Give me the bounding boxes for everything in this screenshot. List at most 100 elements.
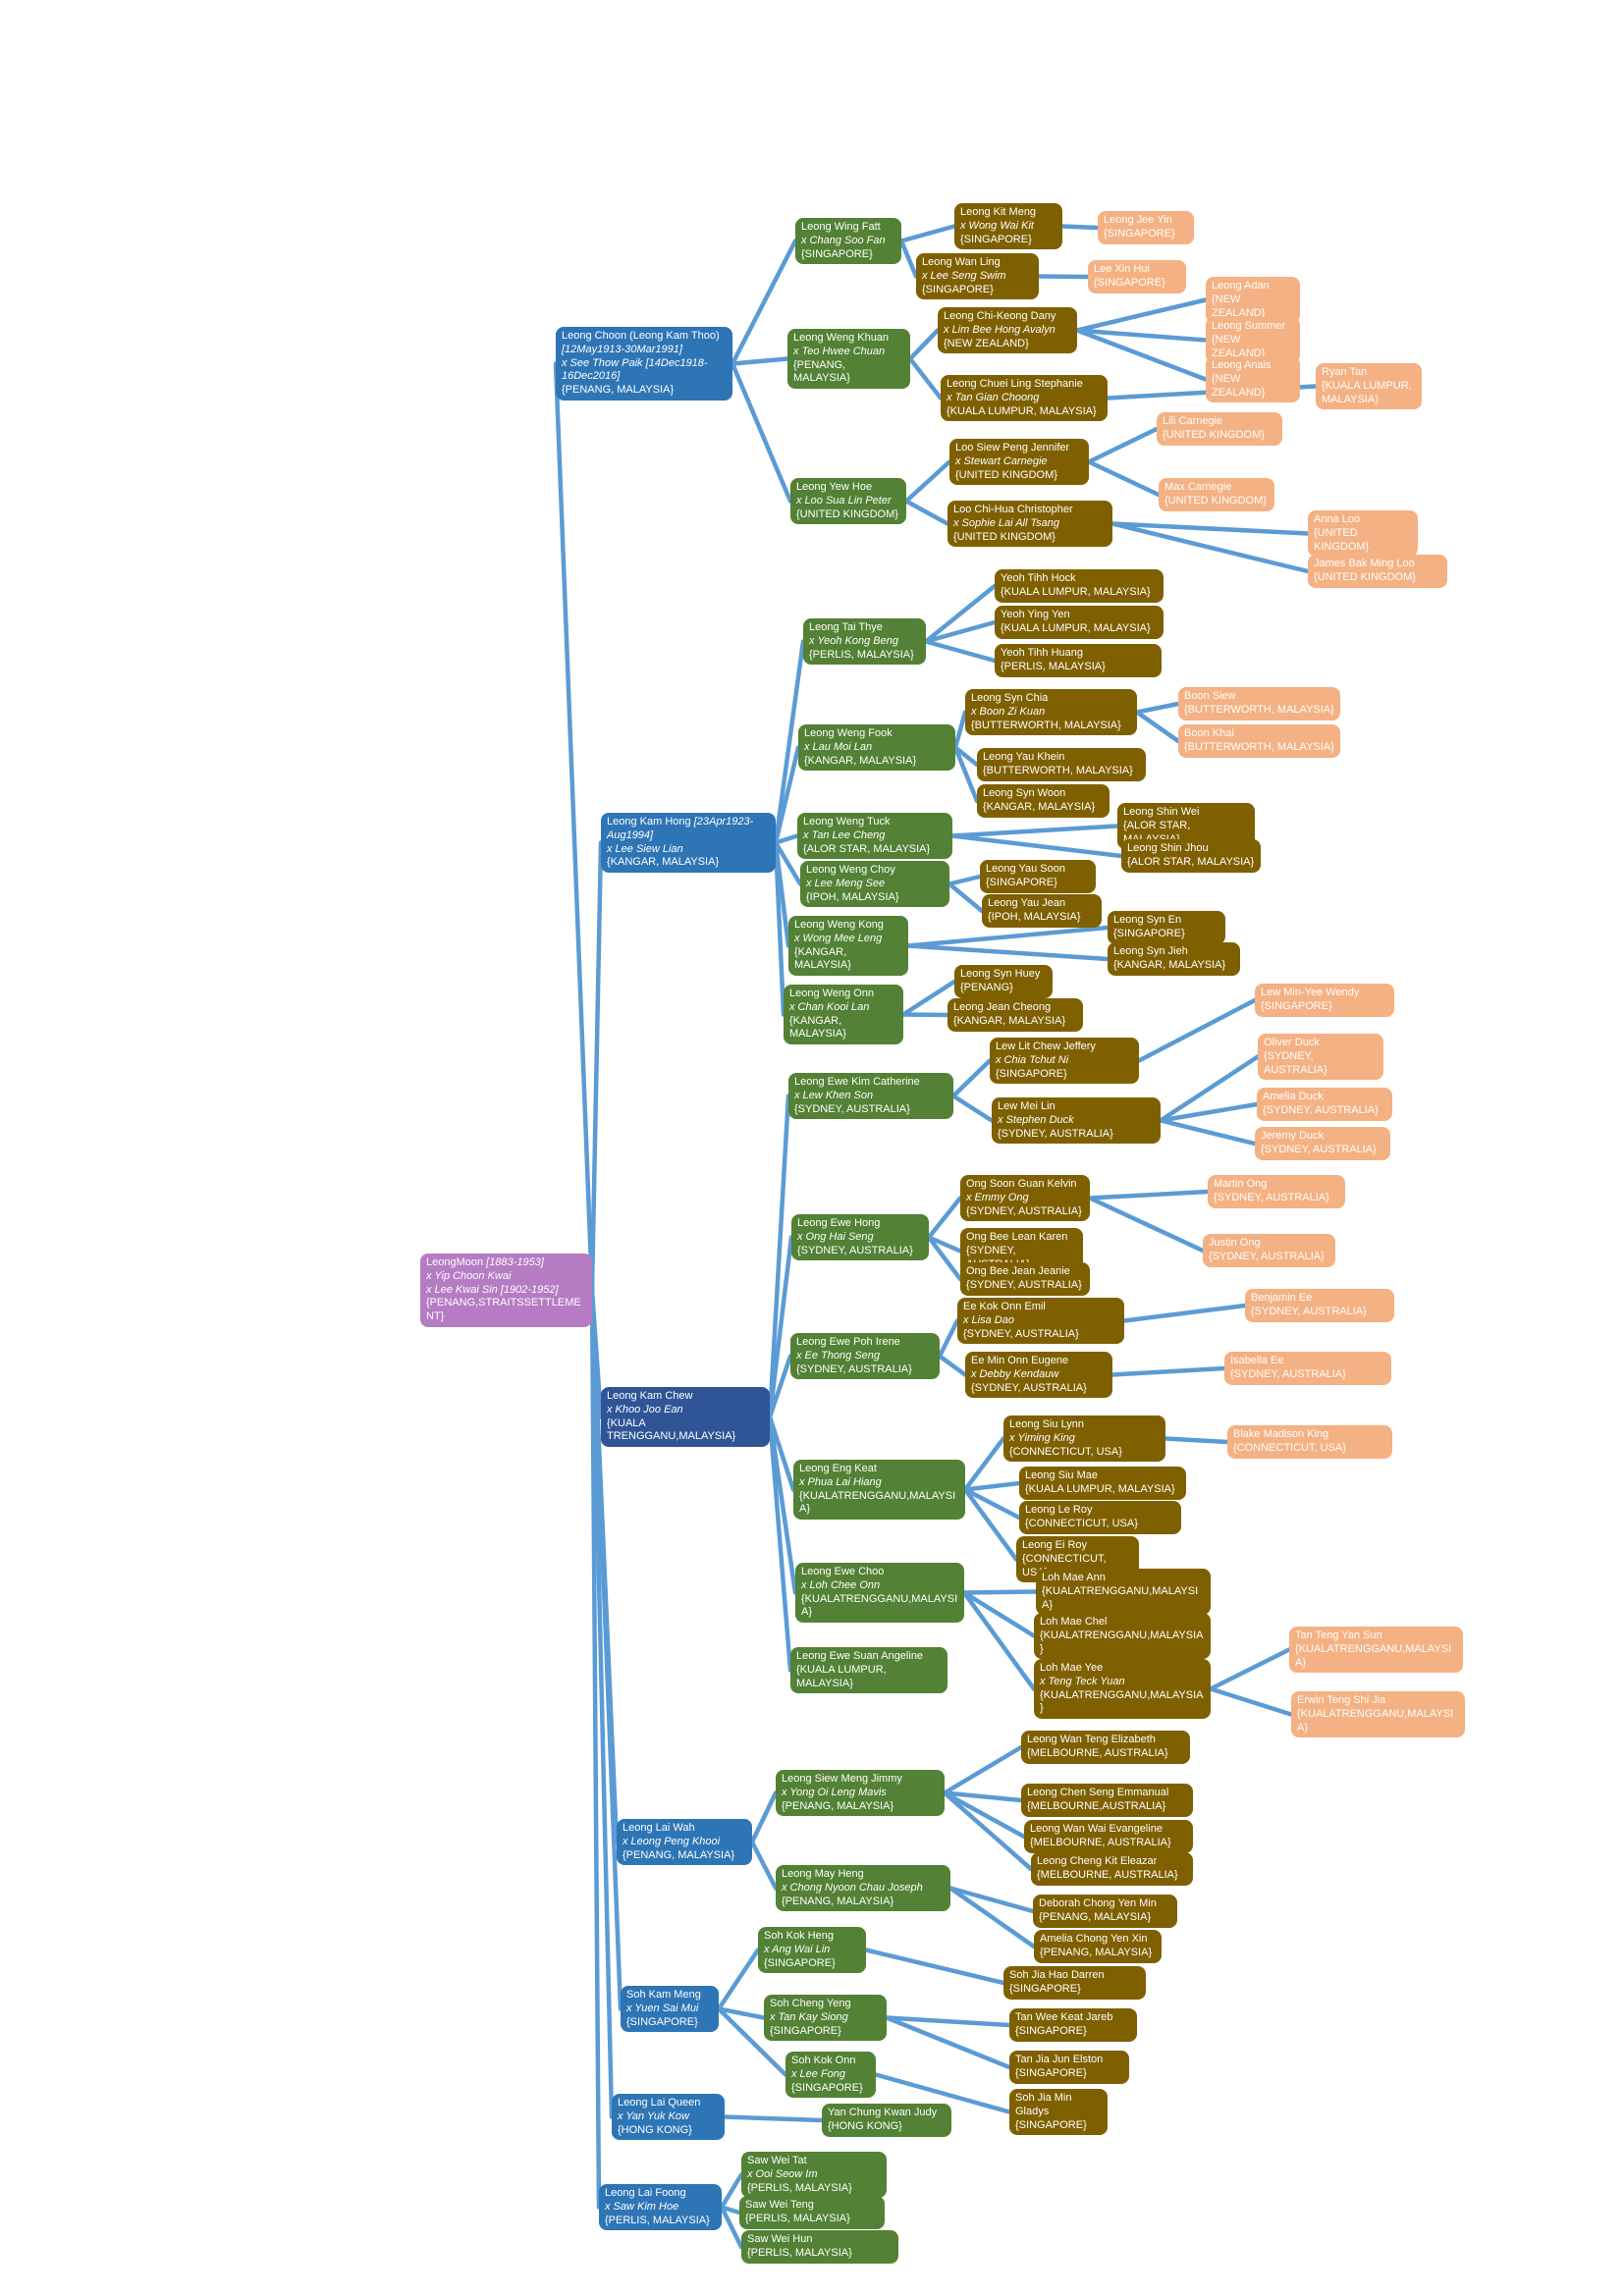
person-node-emil[interactable]: Ee Kok Onn Emil x Lisa Dao {SYDNEY, AUSTRA… [957,1298,1124,1345]
person-node-deborah[interactable]: Deborah Chong Yen Min {PENANG, MALAYSIA} [1033,1895,1177,1928]
person-node-chikeong[interactable]: Leong Chi-Keong Dany x Lim Bee Hong Avaly… [938,307,1077,354]
person-node-blake[interactable]: Blake Madison King {CONNECTICUT, USA} [1227,1425,1392,1459]
person-node-lohann[interactable]: Loh Mae Ann {KUALATRENGGANU,MALAYSIA} [1036,1569,1211,1616]
person-node-eugene[interactable]: Ee Min Onn Eugene x Debby Kendauw {SYDNEY,… [965,1352,1112,1399]
person-node-lili[interactable]: Lili Carnegie {UNITED KINGDOM} [1157,412,1282,446]
person-node-mayheng[interactable]: Leong May Heng x Chong Nyoon Chau Joseph{… [776,1865,950,1912]
person-name: Leong Syn Woon [983,787,1066,799]
person-node-ewechoo[interactable]: Leong Ewe Choo x Loh Chee Onn {KUALATRENGG… [795,1563,964,1623]
person-node-sawweitat[interactable]: Saw Wei Tat x Ooi Seow Im {PERLIS, MALAYSI… [741,2152,887,2199]
person-node-moon[interactable]: LeongMoon [1883-1953] x Yip Choon Kwai x L… [420,1254,592,1327]
person-node-summer[interactable]: Leong Summer {NEW ZEALAND} [1206,317,1300,364]
person-node-christopher[interactable]: Loo Chi-Hua Christopher x Sophie Lai All … [947,501,1112,548]
person-node-kamhong[interactable]: Leong Kam Hong [23Apr1923-Aug1994] x Lee … [601,813,776,873]
person-node-ewehong[interactable]: Leong Ewe Hong x Ong Hai Seng {SYDNEY, AUS… [791,1214,929,1261]
person-node-benjamin[interactable]: Benjamin Ee {SYDNEY, AUSTRALIA} [1245,1289,1394,1322]
person-node-laiwah[interactable]: Leong Lai Wah x Leong Peng Khooi {PENANG, … [617,1819,752,1866]
person-node-meilin[interactable]: Lew Mei Lin x Stephen Duck {SYDNEY, AUSTRA… [992,1097,1161,1145]
person-node-judy[interactable]: Yan Chung Kwan Judy {HONG KONG} [822,2104,951,2137]
person-node-ameliaduck[interactable]: Amelia Duck {SYDNEY, AUSTRALIA} [1257,1088,1392,1121]
person-node-jeancheong[interactable]: Leong Jean Cheong {KANGAR, MALAYSIA} [947,998,1083,1032]
person-node-boonsiew[interactable]: Boon Siew {BUTTERWORTH, MALAYSIA} [1178,687,1340,721]
person-node-wengchoy[interactable]: Leong Weng Choy x Lee Meng See {IPOH, MALA… [800,861,949,908]
person-node-annaloo[interactable]: Anna Loo {UNITED KINGDOM} [1308,510,1418,558]
person-node-siulynn[interactable]: Leong Siu Lynn x Yiming King {CONNECTICUT,… [1003,1415,1165,1463]
person-node-xinhui[interactable]: Lee Xin Hui {SINGAPORE} [1088,260,1186,294]
person-node-ewesuan[interactable]: Leong Ewe Suan Angeline {KUALA LUMPUR, MA… [790,1647,947,1694]
person-name: Leong Weng Khuan [793,332,890,344]
person-node-taithye[interactable]: Leong Tai Thye x Yeoh Kong Beng {PERLIS, M… [803,618,926,666]
person-node-yeohhock[interactable]: Yeoh Tihh Hock {KUALA LUMPUR, MALAYSIA} [995,569,1164,603]
person-node-gladys[interactable]: Soh Jia Min Gladys {SINGAPORE} [1009,2089,1108,2136]
person-node-tanteng[interactable]: Tan Teng Yan Sun {KUALATRENGGANU,MALAYSIA… [1289,1627,1463,1674]
person-node-engkeat[interactable]: Leong Eng Keat x Phua Lai Hiang {KUALATREN… [793,1460,965,1520]
person-node-choon[interactable]: Leong Choon (Leong Kam Thoo) [12May1913-… [556,327,732,400]
person-node-synhuey[interactable]: Leong Syn Huey {PENANG} [954,965,1053,998]
person-node-marting[interactable]: Martin Ong {SYDNEY, AUSTRALIA} [1208,1175,1345,1208]
person-node-sohkokonn[interactable]: Soh Kok Onn x Lee Fong {SINGAPORE} [785,2052,876,2099]
person-node-lohyee[interactable]: Loh Mae Yee x Teng Teck Yuan {KUALATRENGGA… [1034,1659,1211,1719]
person-node-oliver[interactable]: Oliver Duck {SYDNEY, AUSTRALIA} [1258,1034,1383,1081]
person-node-laiqueen[interactable]: Leong Lai Queen x Yan Yuk Kow {HONG KONG} [612,2094,725,2141]
person-node-wengkhuan[interactable]: Leong Weng Khuan x Teo Hwee Chuan {PENANG,… [787,329,910,389]
person-node-jeffery[interactable]: Lew Lit Chew Jeffery x Chia Tchut Ni {SING… [990,1038,1139,1085]
person-node-isabella[interactable]: Isabella Ee {SYDNEY, AUSTRALIA} [1224,1352,1391,1385]
person-node-evangeline[interactable]: Leong Wan Wai Evangeline {MELBOURNE, AUST… [1024,1820,1193,1853]
person-node-wingfatt[interactable]: Leong Wing Fatt x Chang Soo Fan {SINGAPORE… [795,218,901,265]
person-node-siumae[interactable]: Leong Siu Mae {KUALA LUMPUR, MALAYSIA} [1019,1467,1186,1500]
person-node-jareb[interactable]: Tan Wee Keat Jareb {SINGAPORE} [1009,2008,1137,2042]
person-node-jennifer[interactable]: Loo Siew Peng Jennifer x Stewart Carnegie… [949,439,1089,486]
person-node-ewekim[interactable]: Leong Ewe Kim Catherine x Lew Khen Son {SY… [788,1073,953,1120]
person-node-sawweihun[interactable]: Saw Wei Hun {PERLIS, MALAYSIA} [741,2230,898,2264]
person-node-jamesloo[interactable]: James Bak Ming Loo {UNITED KINGDOM} [1308,555,1447,588]
person-node-kitmeng[interactable]: Leong Kit Meng x Wong Wai Kit {SINGAPORE} [954,203,1062,250]
person-node-boonkhai[interactable]: Boon Khai {BUTTERWORTH, MALAYSIA} [1178,724,1340,758]
person-node-adan[interactable]: Leong Adan {NEW ZEALAND} [1206,277,1300,324]
person-node-wanling[interactable]: Leong Wan Ling x Lee Seng Swim {SINGAPORE} [916,253,1039,300]
person-node-wengkong[interactable]: Leong Weng Kong x Wong Mee Leng {KANGAR, M… [788,916,908,976]
person-node-anais[interactable]: Leong Anais {NEW ZEALAND} [1206,356,1300,403]
person-node-emmanual[interactable]: Leong Chen Seng Emmanual {MELBOURNE,AUSTR… [1021,1784,1193,1817]
person-node-erwin[interactable]: Erwin Teng Shi Jia {KUALATRENGGANU,MALAYS… [1291,1691,1465,1738]
person-node-max[interactable]: Max Carnegie {UNITED KINGDOM} [1159,478,1274,511]
person-node-justing[interactable]: Justin Ong {SYDNEY, AUSTRALIA} [1203,1234,1335,1267]
person-node-jeeyin[interactable]: Leong Jee Yin {SINGAPORE} [1098,211,1194,244]
person-node-yeohhuang[interactable]: Yeoh Tihh Huang {PERLIS, MALAYSIA} [995,644,1162,677]
person-node-yausoon[interactable]: Leong Yau Soon {SINGAPORE} [980,860,1096,893]
person-node-elston[interactable]: Tan Jia Jun Elston {SINGAPORE} [1009,2051,1129,2084]
person-node-synchia[interactable]: Leong Syn Chia x Boon Zi Kuan {BUTTERWORTH… [965,689,1137,736]
person-node-ewepoh[interactable]: Leong Ewe Poh Irene x Ee Thong Seng {SYDNE… [790,1333,940,1380]
person-node-wengfook[interactable]: Leong Weng Fook x Lau Moi Lan {KANGAR, MAL… [798,724,955,772]
person-location: {BUTTERWORTH, MALAYSIA} [1184,703,1334,716]
person-node-sohkokheng[interactable]: Soh Kok Heng x Ang Wai Lin {SINGAPORE} [758,1927,866,1974]
person-node-jeremy[interactable]: Jeremy Duck {SYDNEY, AUSTRALIA} [1255,1127,1390,1160]
person-node-yewhoe[interactable]: Leong Yew Hoe x Loo Sua Lin Peter {UNITED … [790,478,906,525]
person-node-chueiling[interactable]: Leong Chuei Ling Stephanie x Tan Gian Cho… [941,375,1108,422]
person-node-wengonn[interactable]: Leong Weng Onn x Chan Kooi Lan {KANGAR, MA… [784,985,903,1044]
person-node-wengtuck[interactable]: Leong Weng Tuck x Tan Lee Cheng {ALOR STAR… [797,813,952,860]
person-node-darren[interactable]: Soh Jia Hao Darren {SINGAPORE} [1003,1966,1146,2000]
person-node-leroy[interactable]: Leong Le Roy {CONNECTICUT, USA} [1019,1501,1181,1534]
person-node-yaujean[interactable]: Leong Yau Jean {IPOH, MALAYSIA} [982,894,1102,928]
person-node-yeohyen[interactable]: Yeoh Ying Yen {KUALA LUMPUR, MALAYSIA} [995,606,1164,639]
person-node-ryantan[interactable]: Ryan Tan {KUALA LUMPUR, MALAYSIA} [1316,363,1422,410]
person-node-shinjhou[interactable]: Leong Shin Jhou {ALOR STAR, MALAYSIA} [1121,839,1261,873]
person-node-sohchengyeng[interactable]: Soh Cheng Yeng x Tan Kay Siong {SINGAPORE} [764,1995,887,2042]
person-node-lohchel[interactable]: Loh Mae Chel {KUALATRENGGANU,MALAYSIA} [1034,1613,1211,1660]
person-node-elizabeth[interactable]: Leong Wan Teng Elizabeth {MELBOURNE, AUST… [1021,1731,1190,1764]
person-node-synen[interactable]: Leong Syn En {SINGAPORE} [1108,911,1225,944]
person-node-wendy[interactable]: Lew Min-Yee Wendy {SINGAPORE} [1255,984,1394,1017]
person-node-siewmeng[interactable]: Leong Siew Meng Jimmy x Yong Oi Leng Mavi… [776,1770,945,1817]
person-node-laifoong[interactable]: Leong Lai Foong x Saw Kim Hoe {PERLIS, MAL… [599,2184,722,2231]
person-node-synwoon[interactable]: Leong Syn Woon {KANGAR, MALAYSIA} [977,784,1110,818]
person-node-eleazar[interactable]: Leong Cheng Kit Eleazar {MELBOURNE, AUSTR… [1031,1852,1193,1886]
connector-line [1158,1101,1260,1123]
person-node-yaukhein[interactable]: Leong Yau Khein {BUTTERWORTH, MALAYSIA} [977,748,1146,781]
person-node-kelvin[interactable]: Ong Soon Guan Kelvin x Emmy Ong {SYDNEY, A… [960,1175,1090,1222]
person-node-synjieh[interactable]: Leong Syn Jieh {KANGAR, MALAYSIA} [1108,942,1240,976]
person-node-kamchew[interactable]: Leong Kam Chew x Khoo Joo Ean {KUALA TRENG… [601,1387,770,1447]
person-node-ameliaxin[interactable]: Amelia Chong Yen Xin {PENANG, MALAYSIA} [1034,1930,1162,1963]
person-node-sawweiteng[interactable]: Saw Wei Teng {PERLIS, MALAYSIA} [739,2196,885,2229]
person-node-sohkammeng[interactable]: Soh Kam Meng x Yuen Sai Mui {SINGAPORE} [621,1986,719,2033]
person-node-jeanie[interactable]: Ong Bee Jean Jeanie {SYDNEY, AUSTRALIA} [960,1262,1090,1296]
